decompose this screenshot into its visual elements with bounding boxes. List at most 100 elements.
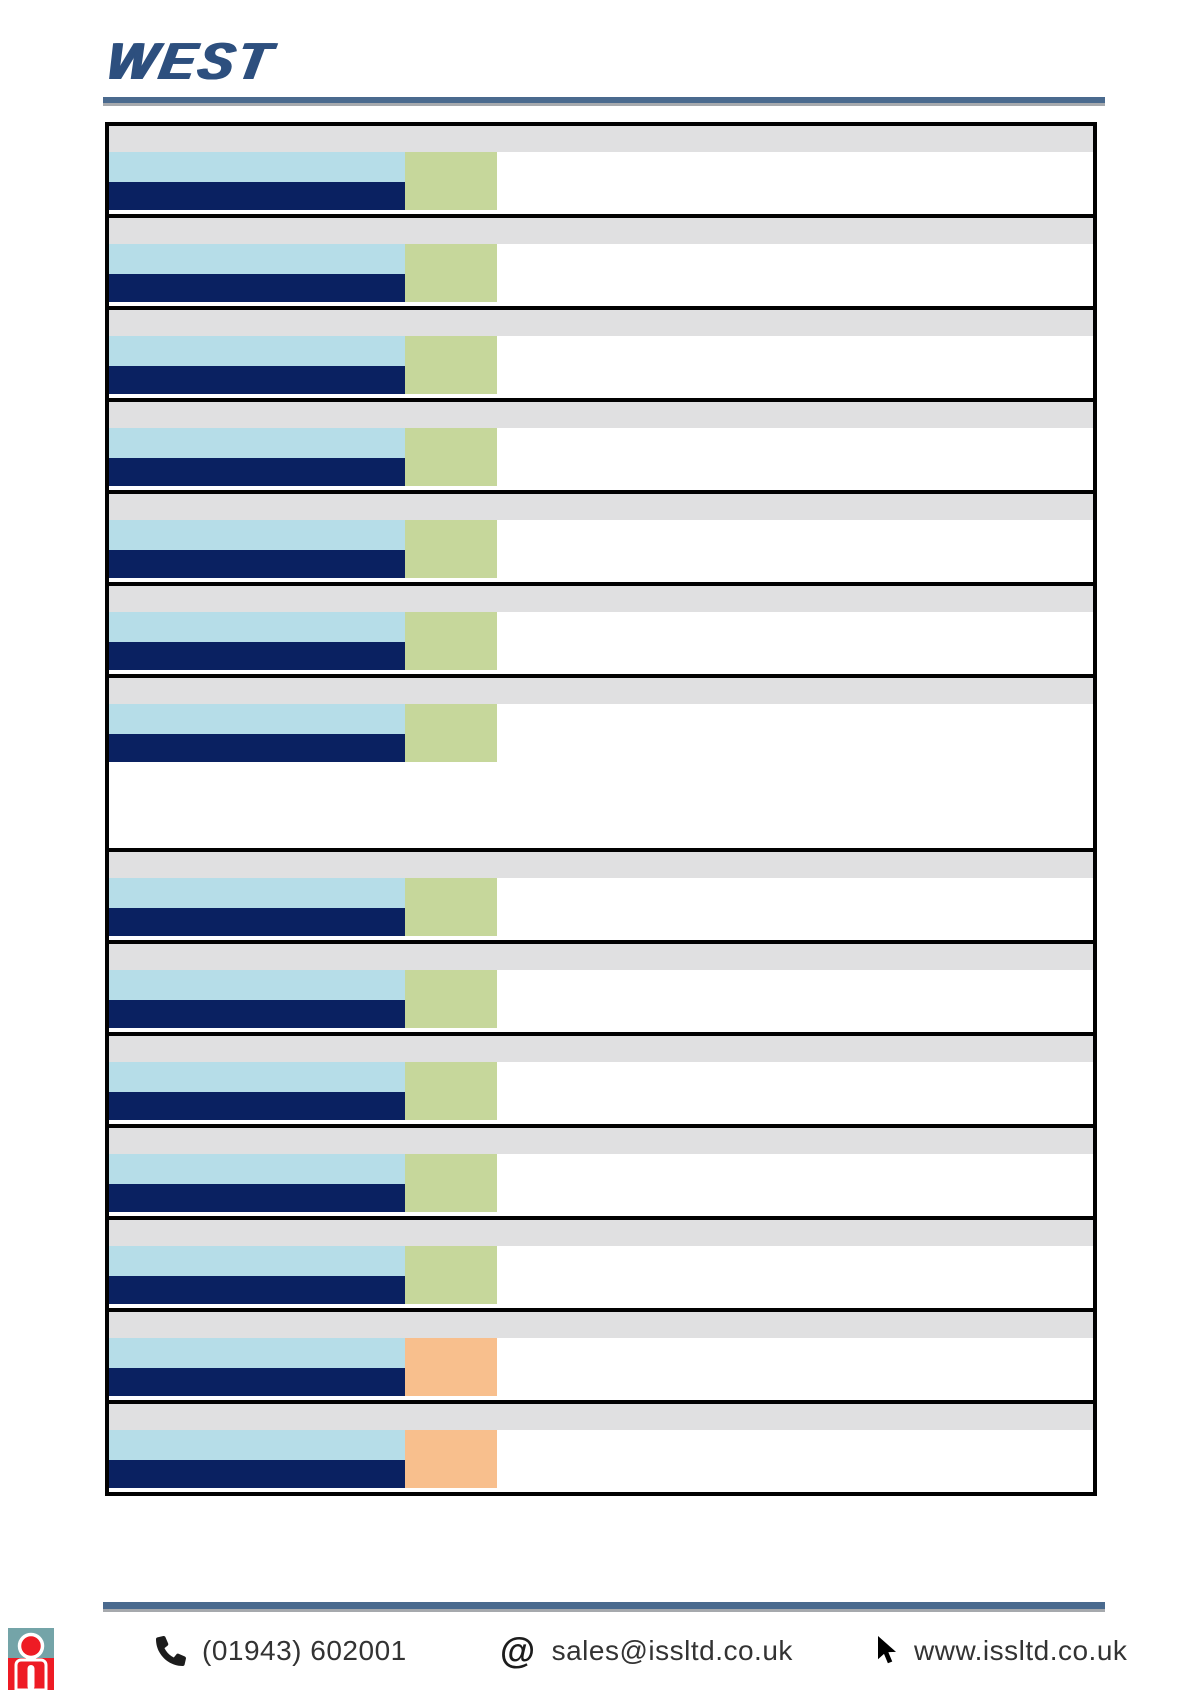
primary-bar <box>109 1062 405 1092</box>
row-header-band <box>109 126 1093 152</box>
header-divider-blue-line <box>103 97 1105 103</box>
row-gap <box>109 394 1093 398</box>
primary-bar <box>109 244 405 274</box>
row-gap <box>109 670 1093 674</box>
row-header-band <box>109 218 1093 244</box>
row-gap <box>109 1304 1093 1308</box>
table-row <box>109 1032 1093 1124</box>
row-gap <box>109 210 1093 214</box>
footer-website-label[interactable]: www.issltd.co.uk <box>914 1635 1128 1666</box>
row-header-band <box>109 402 1093 428</box>
table-row <box>109 490 1093 582</box>
footer-contacts: (01943) 602001 @ sales@issltd.co.uk www.… <box>0 1628 1191 1674</box>
table-row <box>109 214 1093 306</box>
footer-phone: (01943) 602001 <box>156 1628 407 1674</box>
row-gap <box>109 1212 1093 1216</box>
footer-divider <box>103 1602 1105 1612</box>
accent-block <box>405 244 497 302</box>
row-body <box>109 428 1093 486</box>
row-body <box>109 244 1093 302</box>
row-gap <box>109 1396 1093 1400</box>
accent-block <box>405 1062 497 1120</box>
footer-phone-label: (01943) 602001 <box>202 1635 407 1666</box>
table-row <box>109 848 1093 940</box>
row-body <box>109 1246 1093 1304</box>
row-body <box>109 1154 1093 1212</box>
primary-bar <box>109 336 405 366</box>
row-header-band <box>109 1036 1093 1062</box>
row-body <box>109 520 1093 578</box>
row-header-band <box>109 1312 1093 1338</box>
footer-divider-blue-line <box>103 1602 1105 1609</box>
table-row <box>109 1308 1093 1400</box>
secondary-bar <box>109 550 405 578</box>
row-header-band <box>109 586 1093 612</box>
accent-block <box>405 1246 497 1304</box>
footer-email-label[interactable]: sales@issltd.co.uk <box>551 1635 793 1666</box>
primary-bar <box>109 878 405 908</box>
secondary-bar <box>109 366 405 394</box>
primary-bar <box>109 1154 405 1184</box>
cursor-icon <box>876 1636 898 1666</box>
table-row <box>109 674 1093 848</box>
footer-email[interactable]: @ sales@issltd.co.uk <box>500 1628 793 1674</box>
row-header-band <box>109 1220 1093 1246</box>
row-header-band <box>109 494 1093 520</box>
row-gap <box>109 1120 1093 1124</box>
table-row <box>109 940 1093 1032</box>
primary-bar <box>109 612 405 642</box>
secondary-bar <box>109 1460 405 1488</box>
secondary-bar <box>109 1000 405 1028</box>
accent-block <box>405 428 497 486</box>
row-header-band <box>109 310 1093 336</box>
primary-bar <box>109 704 405 734</box>
secondary-bar <box>109 458 405 486</box>
row-gap <box>109 486 1093 490</box>
row-header-band <box>109 1404 1093 1430</box>
footer-divider-gray-line <box>103 1609 1105 1612</box>
row-gap <box>109 578 1093 582</box>
row-body <box>109 970 1093 1028</box>
header-divider <box>103 97 1105 106</box>
row-body <box>109 612 1093 670</box>
row-gap <box>109 1028 1093 1032</box>
primary-bar <box>109 428 405 458</box>
primary-bar <box>109 520 405 550</box>
row-gap <box>109 302 1093 306</box>
accent-block <box>405 520 497 578</box>
footer-website[interactable]: www.issltd.co.uk <box>876 1628 1127 1674</box>
accent-block <box>405 878 497 936</box>
primary-bar <box>109 152 405 182</box>
row-header-band <box>109 1128 1093 1154</box>
header-divider-gray-line <box>103 103 1105 106</box>
primary-bar <box>109 970 405 1000</box>
row-body <box>109 1062 1093 1120</box>
table-row <box>109 1124 1093 1216</box>
row-gap <box>109 1488 1093 1492</box>
row-body <box>109 704 1093 762</box>
table-row <box>109 582 1093 674</box>
accent-block <box>405 1338 497 1396</box>
brand-logo: WEST <box>100 33 278 91</box>
corner-logo-icon <box>8 1624 54 1695</box>
accent-block <box>405 970 497 1028</box>
accent-block <box>405 152 497 210</box>
secondary-bar <box>109 642 405 670</box>
secondary-bar <box>109 1184 405 1212</box>
accent-block <box>405 336 497 394</box>
row-gap <box>109 936 1093 940</box>
table-row <box>109 1216 1093 1308</box>
row-header-band <box>109 944 1093 970</box>
secondary-bar <box>109 1276 405 1304</box>
table-row <box>109 122 1093 214</box>
row-body <box>109 1338 1093 1396</box>
accent-block <box>405 704 497 762</box>
secondary-bar <box>109 1092 405 1120</box>
secondary-bar <box>109 908 405 936</box>
table-row <box>109 1400 1093 1492</box>
at-icon: @ <box>500 1630 536 1671</box>
primary-bar <box>109 1338 405 1368</box>
phone-icon <box>156 1636 186 1666</box>
accent-block <box>405 1154 497 1212</box>
